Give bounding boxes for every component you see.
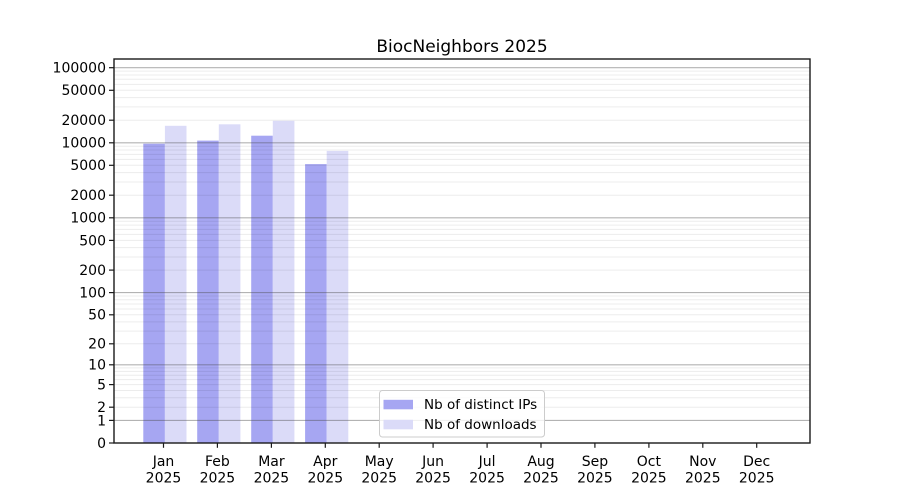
x-tick-label-year-aug: 2025: [523, 471, 559, 487]
y-tick-label-10000: 10000: [61, 136, 106, 152]
x-tick-label-year-jul: 2025: [469, 471, 505, 487]
y-tick-label-1: 1: [97, 413, 106, 429]
y-tick-label-50: 50: [88, 308, 106, 324]
legend-swatch-distinct-ips: [383, 399, 413, 410]
x-tick-label-month-aug: Aug: [527, 454, 554, 470]
y-tick-label-100: 100: [79, 286, 106, 302]
bars-layer: [143, 120, 349, 444]
x-tick-label-month-sep: Sep: [582, 454, 609, 470]
x-tick-label-month-dec: Dec: [743, 454, 770, 470]
x-tick-label-month-may: May: [365, 454, 394, 470]
x-tick-label-month-apr: Apr: [313, 454, 337, 470]
y-tick-label-200: 200: [79, 263, 106, 279]
x-tick-label-year-jan: 2025: [146, 471, 182, 487]
y-tick-label-2000: 2000: [70, 188, 106, 204]
x-tick-label-year-apr: 2025: [307, 471, 343, 487]
chart-title: BiocNeighbors 2025: [376, 37, 547, 57]
x-tick-label-year-oct: 2025: [631, 471, 667, 487]
x-tick-label-month-jul: Jul: [478, 454, 496, 470]
bar-downloads-mar: [272, 120, 295, 444]
x-tick-label-year-may: 2025: [361, 471, 397, 487]
x-tick-label-year-jun: 2025: [415, 471, 451, 487]
x-tick-label-month-mar: Mar: [258, 454, 285, 470]
x-tick-label-year-dec: 2025: [739, 471, 775, 487]
x-tick-label-year-sep: 2025: [577, 471, 613, 487]
plot-border: [113, 58, 811, 444]
bar-distinct-ips-feb: [197, 140, 219, 443]
x-tick-label-year-feb: 2025: [200, 471, 236, 487]
legend-label-downloads: Nb of downloads: [424, 417, 537, 433]
y-tick-label-0: 0: [97, 436, 106, 452]
y-tick-label-50000: 50000: [61, 83, 106, 99]
y-tick-label-1000: 1000: [70, 211, 106, 227]
x-tick-label-month-feb: Feb: [205, 454, 230, 470]
y-tick-label-20: 20: [88, 337, 106, 353]
axes-layer: 0 12 5 10 20 50 100 200 500 1000 2000 5000 10000 2000…: [53, 58, 811, 487]
x-tick-label-month-jan: Jan: [152, 454, 175, 470]
y-tick-label-10: 10: [88, 358, 106, 374]
bar-downloads-feb: [218, 124, 241, 444]
bar-downloads-jan: [164, 125, 187, 444]
legend-label-distinct-ips: Nb of distinct IPs: [424, 397, 537, 413]
legend-swatch-downloads: [383, 419, 413, 430]
x-tick-label-year-mar: 2025: [254, 471, 290, 487]
x-tick-label-year-nov: 2025: [685, 471, 721, 487]
bar-distinct-ips-apr: [305, 164, 327, 443]
x-tick-label-month-jun: Jun: [421, 454, 444, 470]
y-tick-label-100000: 100000: [53, 61, 106, 77]
bar-distinct-ips-jan: [143, 143, 165, 443]
y-tick-label-5: 5: [97, 378, 106, 394]
legend: Nb of distinct IPs Nb of downloads: [379, 390, 545, 438]
x-tick-label-month-oct: Oct: [637, 454, 662, 470]
bar-distinct-ips-mar: [251, 135, 273, 443]
y-tick-label-2: 2: [97, 400, 106, 416]
y-tick-label-5000: 5000: [70, 158, 106, 174]
y-tick-label-20000: 20000: [61, 113, 106, 129]
y-tick-label-500: 500: [79, 233, 106, 249]
bar-downloads-apr: [326, 150, 349, 443]
legend-box: [379, 390, 545, 438]
x-tick-label-month-nov: Nov: [689, 454, 716, 470]
